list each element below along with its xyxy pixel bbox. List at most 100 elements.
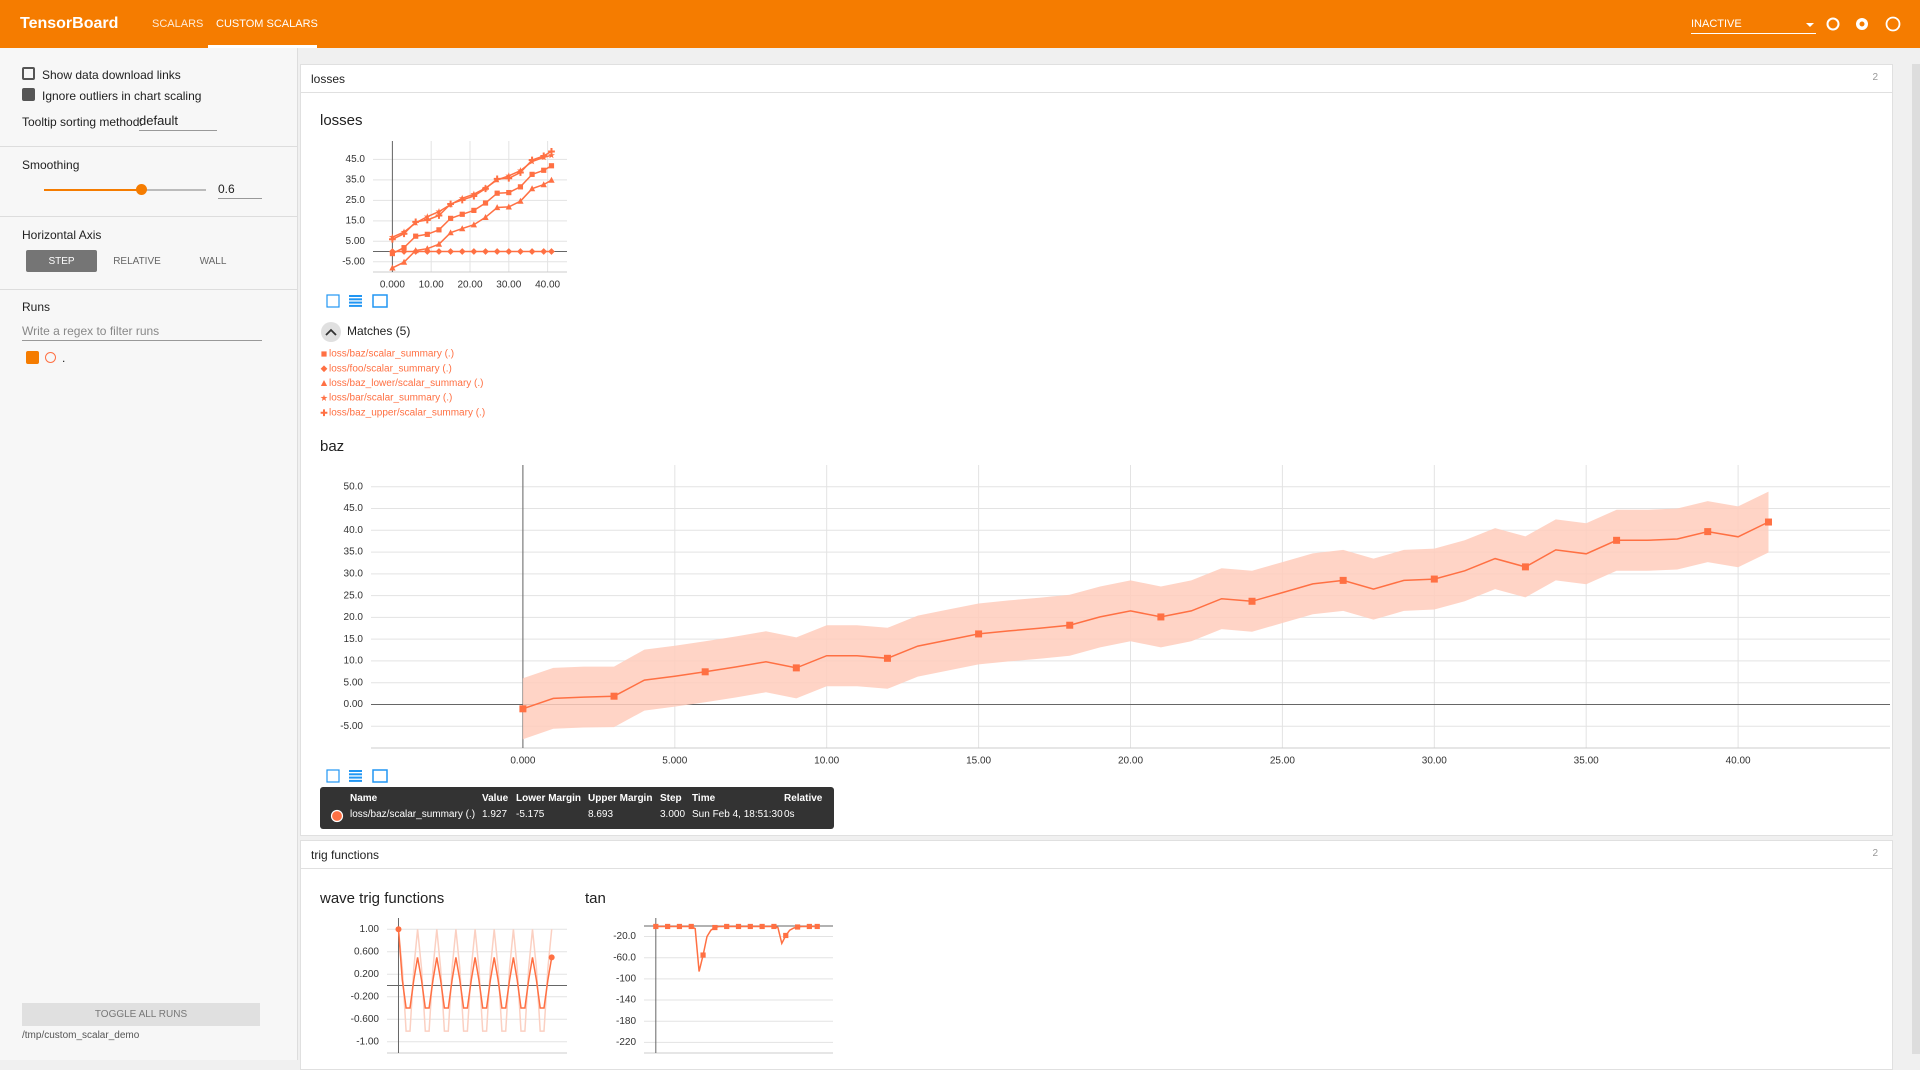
section-header[interactable]: losses 2 [301, 65, 1892, 93]
legend-marker [321, 351, 327, 357]
y-tick-label: -5.00 [340, 721, 363, 732]
checkbox[interactable] [22, 88, 35, 101]
x-tick-label: 40.00 [1726, 756, 1751, 767]
tooltip-select[interactable]: default [139, 113, 179, 128]
marker [783, 932, 789, 939]
slider-fill [44, 189, 142, 191]
option-label: Ignore outliers in chart scaling [42, 89, 202, 103]
marker [610, 692, 618, 700]
axis-option[interactable]: WALL [199, 256, 227, 267]
y-tick-label: -60.0 [613, 952, 636, 963]
dropdown-arrow[interactable] [1806, 23, 1814, 27]
y-tick-label: 35.0 [346, 175, 366, 186]
marker [471, 207, 477, 213]
tooltip-text: Value [482, 793, 509, 804]
tooltip-text: Relative [784, 793, 823, 804]
marker [528, 248, 536, 255]
marker [493, 175, 501, 183]
marker [735, 923, 742, 930]
marker [448, 215, 454, 221]
marker [724, 923, 730, 930]
marker [423, 213, 431, 220]
marker [700, 952, 706, 958]
marker [458, 248, 466, 255]
marker [401, 245, 407, 251]
series-line [522, 521, 1769, 710]
marker [435, 212, 443, 219]
checkbox[interactable] [22, 67, 35, 80]
divider [0, 146, 297, 147]
help-icon[interactable] [1885, 16, 1901, 32]
axis-option[interactable]: RELATIVE [113, 256, 161, 267]
marker [771, 923, 777, 930]
tooltip-text: loss/baz/scalar_summary (.) [350, 809, 476, 820]
matches-label: Matches (5) [347, 324, 410, 338]
legend-entry: loss/baz_lower/scalar_summary (.) [329, 378, 484, 389]
marker [747, 923, 753, 930]
smoothing-value[interactable]: 0.6 [218, 182, 235, 196]
run-checkbox[interactable] [26, 351, 39, 364]
marker [389, 235, 396, 243]
marker [540, 152, 548, 160]
axis-button-active[interactable] [26, 250, 97, 272]
tab-active[interactable]: CUSTOM SCALARS [216, 18, 318, 30]
marker [517, 197, 524, 204]
legend-marker [320, 365, 328, 373]
select-underline [139, 130, 217, 131]
matches-toggle[interactable] [321, 322, 341, 342]
x-tick-label: 40.00 [535, 280, 560, 291]
marker [676, 923, 683, 930]
tooltip-text: Name [350, 793, 378, 804]
marker [412, 247, 419, 254]
marker [482, 185, 489, 193]
marker [1430, 575, 1438, 583]
marker [540, 248, 548, 255]
section-title: trig functions [311, 848, 380, 862]
marker [1521, 563, 1529, 571]
tab[interactable]: SCALARS [152, 18, 204, 30]
marker [424, 231, 430, 237]
legend-entry: loss/baz/scalar_summary (.) [329, 349, 454, 360]
slider-knob[interactable] [135, 184, 147, 195]
marker [505, 174, 513, 182]
marker [806, 923, 812, 930]
y-tick-label: 0.00 [344, 699, 364, 710]
marker [665, 923, 671, 930]
marker [389, 264, 396, 271]
axis-option[interactable]: STEP [48, 256, 75, 267]
toggle-button[interactable]: TOGGLE ALL RUNS [22, 1003, 260, 1026]
filter-input[interactable]: Write a regex to filter runs [22, 324, 160, 338]
marker [447, 200, 454, 208]
y-tick-label: 35.0 [344, 547, 364, 558]
section-count: 2 [1872, 72, 1878, 83]
logdir: /tmp/custom_scalar_demo [22, 1030, 140, 1041]
y-tick-label: -0.200 [351, 991, 380, 1002]
status-select[interactable]: INACTIVE [1691, 18, 1742, 30]
y-tick-label: -20.0 [613, 931, 636, 942]
x-tick-label: 25.00 [1270, 756, 1295, 767]
x-tick-label: 20.00 [1118, 756, 1143, 767]
marker [395, 926, 402, 933]
marker [470, 192, 478, 200]
section-label: Smoothing [22, 158, 80, 172]
tooltip-label: Tooltip sorting method: [22, 115, 143, 129]
refresh-icon[interactable] [1826, 17, 1840, 31]
marker [548, 176, 555, 183]
fullscreen-icon[interactable] [326, 769, 340, 783]
y-tick-label: 5.00 [346, 236, 366, 247]
marker [1764, 518, 1772, 526]
sidebar: Show data download links Ignore outliers… [0, 48, 298, 1060]
marker [459, 225, 466, 232]
y-tick-label: 40.0 [344, 525, 364, 536]
scrollbar[interactable] [1912, 64, 1920, 1054]
fullscreen-icon[interactable] [326, 294, 340, 308]
chart-title: tan [585, 890, 606, 907]
y-tick-label: 10.0 [344, 656, 364, 667]
legend-marker [320, 380, 328, 386]
section-header[interactable]: trig functions 2 [301, 841, 1892, 869]
marker [1157, 613, 1165, 621]
y-tick-label: 0.200 [354, 969, 379, 980]
marker [975, 630, 983, 638]
marker [548, 151, 555, 159]
chart-title: losses [320, 112, 363, 129]
